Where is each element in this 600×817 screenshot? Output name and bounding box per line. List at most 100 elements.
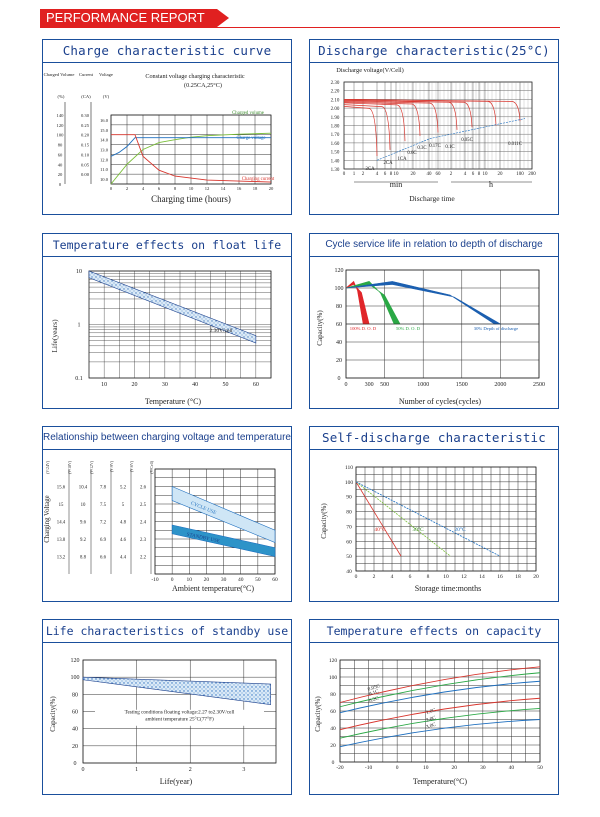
panel-temp-capacity: Temperature effects on capacity 0 20 40 60 8… [309, 619, 559, 795]
plot-frame [339, 659, 541, 763]
dod-label: 30% Depth of discharge [474, 326, 518, 331]
tick-label: 8.8 [80, 556, 87, 561]
tick-label: 9.2 [80, 538, 87, 543]
tick-label: 120 [335, 268, 344, 274]
tick-label: 80 [336, 304, 342, 310]
axis-unit: (V/24V) [46, 460, 50, 474]
tick-label: 90 [346, 495, 352, 501]
tick-label: 0 [82, 767, 85, 773]
tick-label: 80 [346, 510, 352, 516]
axis-unit: (CA) [81, 94, 91, 99]
y-axis-title: Life(years) [50, 319, 59, 353]
tick-label: 40 [336, 340, 342, 346]
axis-unit: (V/6V) [130, 460, 134, 472]
tick-label: 1.70 [331, 133, 340, 138]
tick-label: 5.2 [120, 486, 127, 491]
y-axis-title: Capacity(%) [320, 503, 328, 539]
discharge-curve [343, 99, 521, 122]
tick-label: 0 [110, 186, 113, 191]
tick-label: 0.20 [81, 133, 90, 138]
float-life-chart: 0.1 1 10 10 20 30 40 50 60 2.30V/cell Life(years) T… [50, 269, 272, 406]
axis-label-charged: Charged Volume [44, 72, 75, 77]
temp-label: 40°C [374, 526, 386, 533]
tick-label: 10 [187, 577, 193, 583]
tick-label: 14 [479, 574, 485, 580]
tick-label: 30 [221, 577, 227, 583]
tick-label: 15.0 [100, 128, 109, 133]
tick-label: 10 [76, 269, 82, 275]
panel-charge: Charge characteristic curve Constant vol… [42, 39, 292, 215]
x-axis-title: Number of cycles(cycles) [399, 397, 482, 406]
tick-label: 6 [472, 172, 475, 177]
tick-label: 0.1 [75, 376, 83, 382]
tick-label: 11.0 [100, 167, 109, 172]
discharge-curve [343, 102, 406, 142]
rate-label: 0.1C [368, 688, 380, 697]
tick-label: 60 [253, 382, 259, 388]
tick-label: 0 [343, 172, 346, 177]
tick-label: 2.6 [140, 486, 147, 491]
tick-label: 8 [390, 172, 393, 177]
tick-label: 140 [57, 113, 65, 118]
y-axis-title: Charging Voltage [44, 495, 51, 542]
tick-label: 60 [272, 577, 278, 583]
panel-charging-voltage: Relationship between charging voltage an… [42, 426, 292, 602]
line-charging-current [111, 134, 272, 183]
tick-label: 0 [171, 577, 174, 583]
tick-label: 1000 [417, 382, 429, 388]
plot-frame [355, 466, 537, 572]
tick-label: 14.0 [100, 138, 109, 143]
tick-label: 100 [345, 480, 354, 486]
rate-label: 0.05C [461, 138, 473, 143]
rate-label: 0.17C [429, 144, 441, 149]
tick-label: 200 [528, 172, 536, 177]
tick-label: 120 [57, 123, 65, 128]
tick-label: 60 [58, 152, 63, 157]
tick-label: 20 [330, 743, 336, 749]
tick-label: 0.05 [81, 162, 90, 167]
tick-label: 20 [533, 574, 539, 580]
tick-label: 1.90 [331, 116, 340, 121]
x-unit-min: min [390, 180, 402, 189]
series-label-current: Charging current [242, 177, 275, 182]
plot-frame [82, 659, 277, 764]
tick-label: 0.15 [81, 143, 90, 148]
note-box [95, 709, 264, 726]
tick-label: 30 [162, 382, 168, 388]
tick-label: 50 [223, 382, 229, 388]
discharge-curve [343, 106, 378, 156]
rate-label: 0.3C [417, 146, 426, 151]
rate-label: 1CA [397, 157, 407, 162]
tick-label: 10 [483, 172, 489, 177]
panel-title: Discharge characteristic(25°C) [310, 40, 558, 63]
tick-label: 0 [74, 761, 77, 767]
self-discharge-line [355, 481, 451, 557]
panel-cycle-life: Cycle service life in relation to depth … [309, 233, 559, 409]
rate-label: 0.2C [368, 695, 380, 704]
tick-label: 120 [71, 658, 80, 664]
panel-title: Cycle service life in relation to depth … [310, 234, 558, 257]
tick-label: 2500 [533, 382, 545, 388]
x-axis-title: Ambient temperature(°C) [172, 584, 254, 593]
rate-label: 1.0C [425, 707, 437, 716]
panel-title: Temperature effects on capacity [310, 620, 558, 643]
axis-unit: (V/9V) [110, 460, 114, 472]
tick-label: 100 [329, 675, 338, 681]
tick-label: 110 [345, 465, 353, 471]
self-discharge-chart: 40 50 60 70 80 90 100 110 0 2 4 6 8 10 12 14 16 18 20 40°C 3… [320, 465, 539, 593]
panel-standby-life: Life characteristics of standby use 0 20 4… [42, 619, 292, 795]
tick-label: 15.6 [57, 486, 66, 491]
tick-label: 60 [346, 539, 352, 545]
tick-label: 20 [58, 172, 63, 177]
panel-title: Temperature effects on float life [43, 234, 291, 257]
tick-label: 4.4 [120, 556, 127, 561]
tick-label: 2.20 [331, 90, 340, 95]
x-axis-title: Life(year) [160, 777, 193, 786]
tick-label: 70 [346, 524, 352, 530]
tick-label: 13.8 [57, 538, 66, 543]
axis-unit: (V/Cell) [150, 460, 154, 473]
report-banner: PERFORMANCE REPORT [40, 9, 229, 27]
tick-label: 30 [480, 765, 486, 771]
tick-label: 2.30 [331, 81, 340, 86]
tick-label: 60 [436, 172, 442, 177]
